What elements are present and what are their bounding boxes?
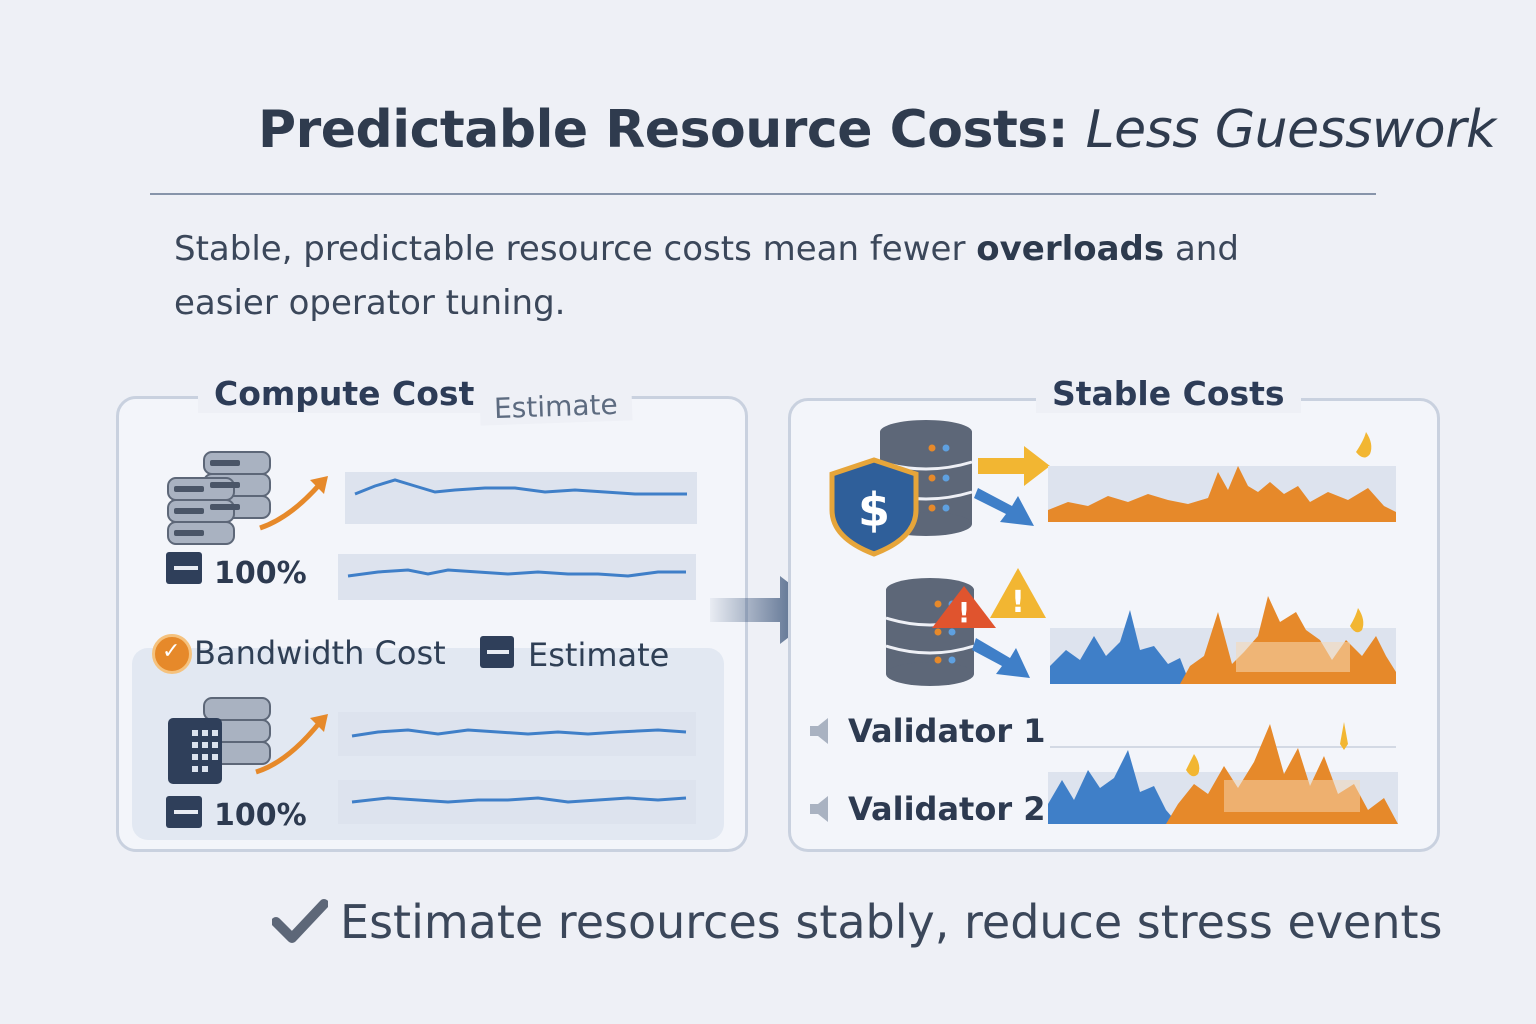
validator-divider [1050,746,1396,748]
meter-icon [480,636,514,668]
meter-icon [166,552,202,584]
bandwidth-percent: 100% [214,798,307,833]
server-stack-icon [167,451,328,545]
stable-costs-title: Stable Costs [1036,374,1301,413]
validator-2-label: Validator 2 [848,790,1046,828]
speaker-icon [810,796,828,822]
meter-icon [166,796,202,828]
bandwidth-cost-chart-2 [338,780,696,824]
validator-costs-chart [1048,722,1398,824]
lead-text-start: Stable, predictable resource costs mean … [174,229,977,269]
page-title: Predictable Resource Costs: Less Guesswo… [258,100,1496,160]
svg-text:$: $ [858,483,890,537]
title-divider [150,193,1376,195]
checkmark-icon [272,899,328,943]
svg-text:!: ! [958,596,971,629]
speaker-icon [810,718,828,744]
stable-costs-chart-1 [1048,432,1396,522]
bandwidth-estimate-tag: Estimate [528,636,670,674]
compute-percent: 100% [214,556,307,591]
title-emphasis: Less Guesswork [1085,100,1496,160]
svg-text:!: ! [1011,585,1025,620]
bandwidth-cost-chart-1 [338,712,696,756]
stable-costs-chart-2 [1050,596,1396,684]
warning-database-icon: ! ! [885,568,1046,686]
compute-cost-chart-2 [338,554,696,600]
secured-database-icon: $ [829,420,1050,557]
checkmark-badge-icon: ✓ [152,634,192,674]
compute-cost-title: Compute Cost [198,374,491,413]
lead-paragraph: Stable, predictable resource costs mean … [174,222,1324,330]
bandwidth-cost-label: Bandwidth Cost [194,634,446,672]
compute-estimate-tag: Estimate [479,387,633,426]
footer-tagline: Estimate resources stably, reduce stress… [340,895,1443,949]
validator-1-label: Validator 1 [848,712,1046,750]
lead-text-emphasis: overloads [976,229,1165,269]
lead-text-end: and easier operator tuning. [174,229,1239,323]
title-main: Predictable Resource Costs: [258,100,1069,160]
compute-cost-chart-1 [345,472,697,524]
server-rack-icon [168,697,328,784]
